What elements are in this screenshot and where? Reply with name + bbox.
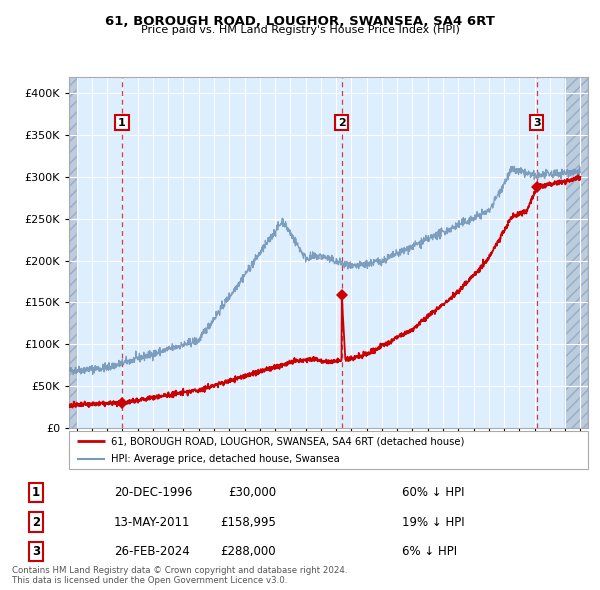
Text: 61, BOROUGH ROAD, LOUGHOR, SWANSEA, SA4 6RT: 61, BOROUGH ROAD, LOUGHOR, SWANSEA, SA4 …: [105, 15, 495, 28]
Text: 3: 3: [32, 545, 40, 558]
Text: £30,000: £30,000: [228, 486, 276, 499]
Text: HPI: Average price, detached house, Swansea: HPI: Average price, detached house, Swan…: [110, 454, 339, 464]
Text: 2: 2: [32, 516, 40, 529]
Text: 61, BOROUGH ROAD, LOUGHOR, SWANSEA, SA4 6RT (detached house): 61, BOROUGH ROAD, LOUGHOR, SWANSEA, SA4 …: [110, 436, 464, 446]
Text: £288,000: £288,000: [220, 545, 276, 558]
Text: 13-MAY-2011: 13-MAY-2011: [114, 516, 191, 529]
Text: £158,995: £158,995: [220, 516, 276, 529]
Text: 6% ↓ HPI: 6% ↓ HPI: [402, 545, 457, 558]
Text: 19% ↓ HPI: 19% ↓ HPI: [402, 516, 464, 529]
Text: 60% ↓ HPI: 60% ↓ HPI: [402, 486, 464, 499]
Text: Price paid vs. HM Land Registry's House Price Index (HPI): Price paid vs. HM Land Registry's House …: [140, 25, 460, 35]
Text: 1: 1: [32, 486, 40, 499]
Text: 20-DEC-1996: 20-DEC-1996: [114, 486, 193, 499]
Text: 26-FEB-2024: 26-FEB-2024: [114, 545, 190, 558]
FancyBboxPatch shape: [69, 431, 588, 469]
Text: 3: 3: [533, 117, 541, 127]
Text: 2: 2: [338, 117, 346, 127]
Text: Contains HM Land Registry data © Crown copyright and database right 2024.
This d: Contains HM Land Registry data © Crown c…: [12, 566, 347, 585]
Text: 1: 1: [118, 117, 126, 127]
